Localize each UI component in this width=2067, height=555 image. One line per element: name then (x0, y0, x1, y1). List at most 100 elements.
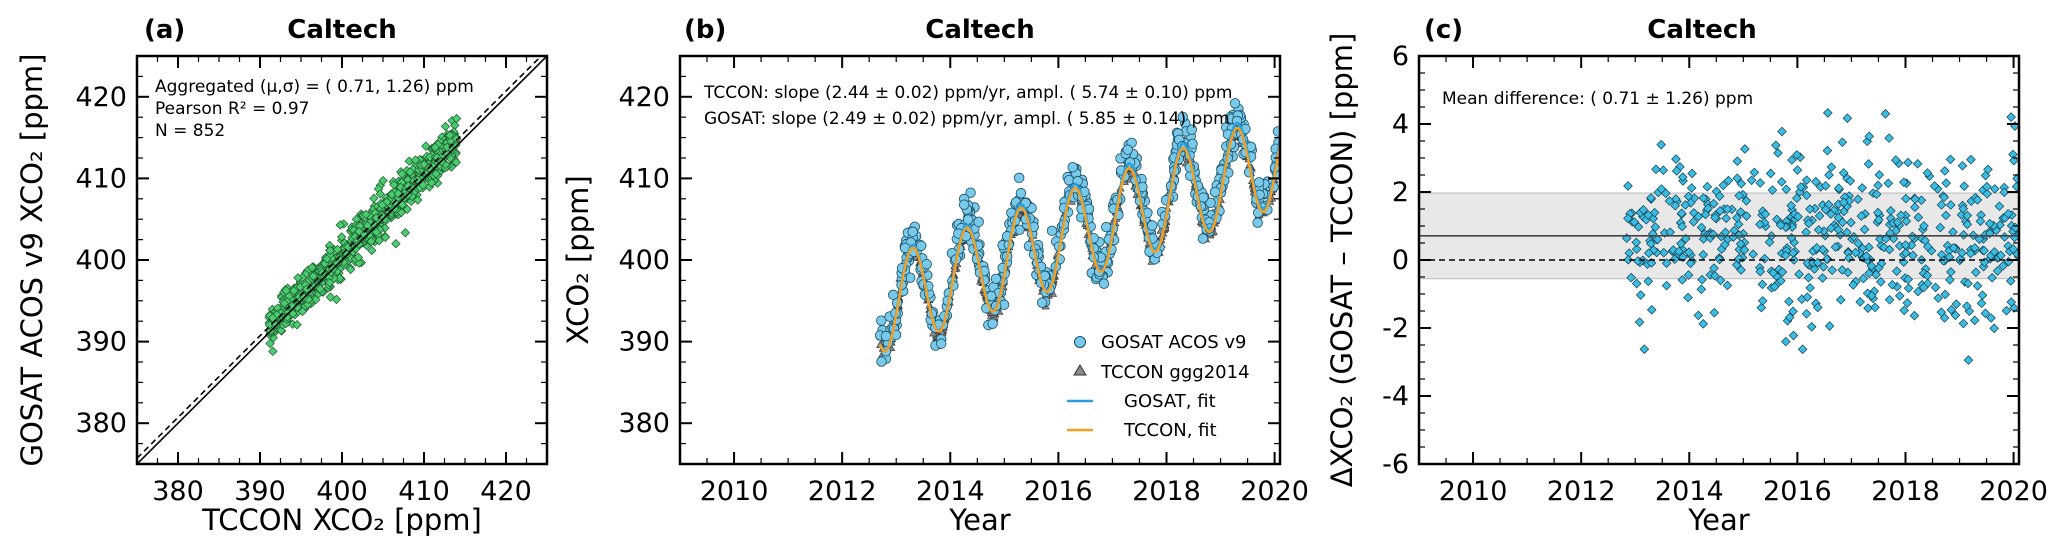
panel-a-point (451, 113, 462, 124)
panel-a-point (391, 238, 401, 249)
panel-c-point (1866, 290, 1877, 301)
panel-c-point (1626, 272, 1636, 283)
panel-a-annotation-r2: Pearson R² = 0.97 (155, 99, 309, 119)
panel-c-point (1801, 190, 1812, 201)
panel-c-point (1643, 276, 1654, 287)
panel-c-point (1945, 275, 1955, 285)
panel-c-point (1722, 280, 1733, 291)
panel-b-ytick-label: 390 (618, 327, 670, 358)
panel-b-gosat-point (1098, 278, 1110, 289)
panel-c-point (1698, 249, 1709, 260)
panel-c-point (1941, 210, 1951, 221)
panel-c-point (1656, 139, 1666, 150)
panel-c-point (1788, 248, 1798, 258)
panel-c-point (1848, 280, 1859, 290)
panel-c-point (1891, 266, 1902, 276)
panel-c-point (1903, 274, 1913, 285)
panel-c-point (1994, 201, 2005, 212)
panel-c-point (1903, 283, 1914, 293)
panel-a-ylabel: GOSAT ACOS v9 XCO₂ [ppm] (15, 54, 49, 467)
panel-c-point (1629, 217, 1640, 227)
panel-c-point (1722, 204, 1733, 214)
panel-c-point (1635, 290, 1646, 300)
panel-c-point (1939, 192, 1949, 203)
panel-c-xtick-label: 2020 (1979, 476, 2048, 507)
panel-c-point (1830, 242, 1841, 252)
panel-b-gosat-point (1209, 186, 1221, 198)
panel-c-ytick-label: 2 (1392, 177, 1409, 208)
panel-c-point (1826, 162, 1837, 172)
panel-c-point (1623, 181, 1633, 191)
panel-c-point (1971, 267, 1981, 278)
panel-c-point (1977, 290, 1988, 301)
panel-c-point (1899, 305, 1909, 316)
panel-c-point (1989, 323, 1999, 334)
panel-a-xtick-label: 410 (398, 476, 450, 507)
panel-c-point (1879, 242, 1889, 253)
panel-c-annotation: Mean difference: ( 0.71 ± 1.26) ppm (1442, 89, 1753, 109)
panel-c-point (1776, 276, 1786, 286)
panel-c-point (1708, 229, 1719, 240)
panel-c-point (1715, 275, 1726, 286)
panel-c-point (1634, 317, 1645, 327)
panel-a-point (397, 169, 407, 179)
panel-c-point (1812, 302, 1823, 313)
panel-c-point (1631, 244, 1642, 254)
panel-c-point (1777, 126, 1787, 137)
panel-c-point (1987, 272, 1997, 283)
panel-c-point (1792, 150, 1802, 160)
panel-c-point (1913, 286, 1923, 297)
panel-c-point (1793, 211, 1803, 222)
panel-c-point (2006, 112, 2016, 122)
panel-a-point (367, 245, 377, 256)
panel-c-point (1660, 188, 1671, 199)
panel-a-reference-lines (137, 56, 547, 464)
panel-b-xlabel: Year (948, 503, 1010, 537)
panel-c-point (1809, 264, 1820, 274)
panel-c-point (1703, 203, 1713, 214)
panel-c-point (1980, 308, 1991, 319)
panel-c-point (1913, 212, 1924, 223)
panel-c-point (1972, 281, 1983, 291)
panel-b-gosat-point (876, 356, 887, 367)
panel-c-point (1723, 175, 1734, 186)
panel-c-point (2009, 155, 2019, 166)
panel-c-point (1919, 282, 1929, 293)
panel-b-gosat-point (880, 330, 892, 342)
panel-c-point (1718, 180, 1729, 191)
panel-b-xtick-label: 2012 (808, 476, 877, 507)
panel-c-point (1676, 208, 1687, 219)
panel-c-point (1903, 157, 1913, 168)
panel-b-gosat-point (962, 214, 974, 225)
panel-c-point (1985, 228, 1995, 239)
panel-c-point (1687, 168, 1697, 179)
panel-c-point (1957, 248, 1967, 258)
panel-c-point (2012, 249, 2019, 259)
panel-c-point (1685, 258, 1696, 269)
panel-c-point (1776, 177, 1787, 187)
panel-c-point (1767, 185, 1778, 195)
panel-c-point (1912, 158, 1923, 169)
panel-c-point (1899, 177, 1909, 187)
panel-c-point (1702, 181, 1713, 192)
panel-c-point (1715, 206, 1725, 216)
panel-a-point (292, 320, 302, 330)
panel-c-point (1861, 251, 1872, 261)
panel-c-point (1734, 190, 1744, 201)
panel-a-point (282, 312, 292, 322)
panel-c-point (1901, 193, 1911, 204)
panel-c-point (1698, 193, 1709, 203)
panel-a-point (331, 294, 342, 305)
panel-c-point (1963, 278, 1973, 289)
panel-c-point (1674, 246, 1684, 257)
panel-c-point (1833, 183, 1844, 193)
panel-c-point (1805, 283, 1815, 293)
panel-c-point (1773, 148, 1783, 158)
panel-c-point (1768, 268, 1778, 278)
panel-c-point (1755, 266, 1766, 277)
panel-c-point (1823, 108, 1833, 118)
panel-b-gosat-point (907, 226, 918, 237)
panel-a-xtick-label: 390 (234, 476, 286, 507)
panel-c-point (1946, 305, 1957, 315)
